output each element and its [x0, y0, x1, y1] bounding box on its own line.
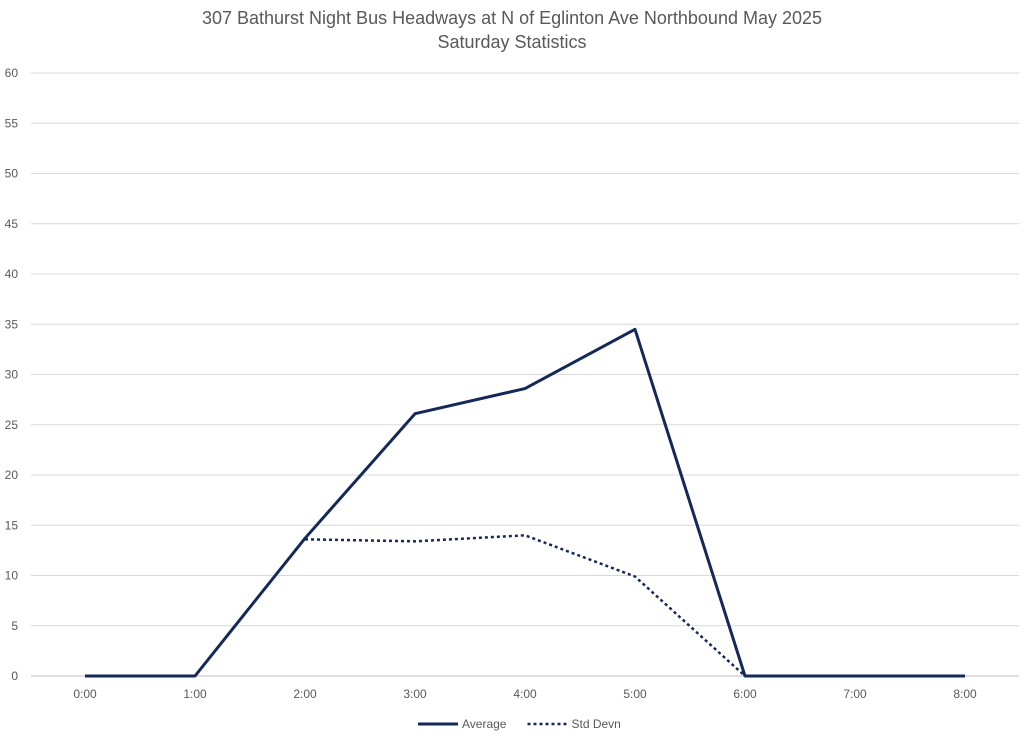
y-tick-label: 20	[5, 468, 19, 482]
y-tick-label: 50	[5, 167, 19, 181]
chart-title: 307 Bathurst Night Bus Headways at N of …	[201, 8, 823, 28]
x-tick-label: 7:00	[843, 687, 867, 701]
x-tick-label: 1:00	[183, 687, 207, 701]
chart-title-block: 307 Bathurst Night Bus Headways at N of …	[0, 6, 1024, 54]
x-tick-label: 2:00	[293, 687, 317, 701]
y-tick-label: 55	[5, 116, 19, 130]
chart-subtitle: Saturday Statistics	[437, 32, 587, 52]
y-tick-label: 0	[11, 669, 18, 683]
series-line-average	[85, 327, 965, 678]
legend-label: Average	[462, 717, 507, 731]
series-lines	[85, 327, 965, 678]
y-tick-label: 10	[5, 569, 19, 583]
y-tick-label: 45	[5, 217, 19, 231]
y-tick-label: 5	[11, 619, 18, 633]
legend: Average Std Devn	[418, 717, 621, 731]
y-tick-label: 60	[5, 66, 19, 80]
y-tick-label: 40	[5, 267, 19, 281]
x-tick-label: 6:00	[733, 687, 757, 701]
x-tick-label: 3:00	[403, 687, 427, 701]
y-tick-label: 25	[5, 418, 19, 432]
legend-label: Std Devn	[572, 717, 621, 731]
series-line-std-devn	[304, 534, 746, 677]
x-tick-label: 0:00	[73, 687, 97, 701]
y-axis-ticks: 0 5 10 15 20 25 30 35 40 45 50 55 60	[5, 66, 19, 683]
x-tick-label: 4:00	[513, 687, 537, 701]
y-tick-label: 35	[5, 317, 19, 331]
x-tick-label: 8:00	[953, 687, 977, 701]
y-tick-label: 15	[5, 518, 19, 532]
x-axis-ticks: 0:00 1:00 2:00 3:00 4:00 5:00 6:00 7:00 8:00	[73, 687, 977, 701]
y-tick-label: 30	[5, 368, 19, 382]
x-tick-label: 5:00	[623, 687, 647, 701]
gridlines	[31, 72, 1019, 677]
